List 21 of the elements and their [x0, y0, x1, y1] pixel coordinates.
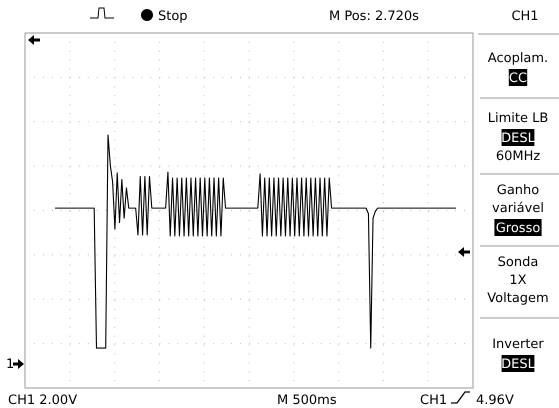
text: Sonda — [498, 255, 538, 270]
text: Ganho — [496, 183, 540, 198]
text: 1X — [509, 273, 527, 288]
text: CH1 2.00V — [8, 393, 78, 408]
text: 4.96V — [476, 393, 514, 408]
text: M 500ms — [277, 393, 337, 408]
text: Acoplam. — [488, 51, 548, 66]
text: Limite LB — [488, 111, 548, 126]
text: CH1 — [420, 393, 448, 408]
text: CH1 — [511, 9, 539, 24]
text: Grosso — [496, 221, 540, 236]
text: 1 — [6, 357, 14, 372]
text: DESL — [501, 131, 536, 146]
text: Stop — [158, 9, 188, 24]
text: CC — [508, 71, 528, 86]
text: variável — [492, 201, 544, 216]
text: Voltagem — [487, 291, 549, 306]
text: DESL — [501, 357, 536, 372]
text: M Pos: 2.720s — [329, 9, 420, 24]
text: 60MHz — [496, 149, 540, 164]
text: Inverter — [492, 337, 544, 352]
